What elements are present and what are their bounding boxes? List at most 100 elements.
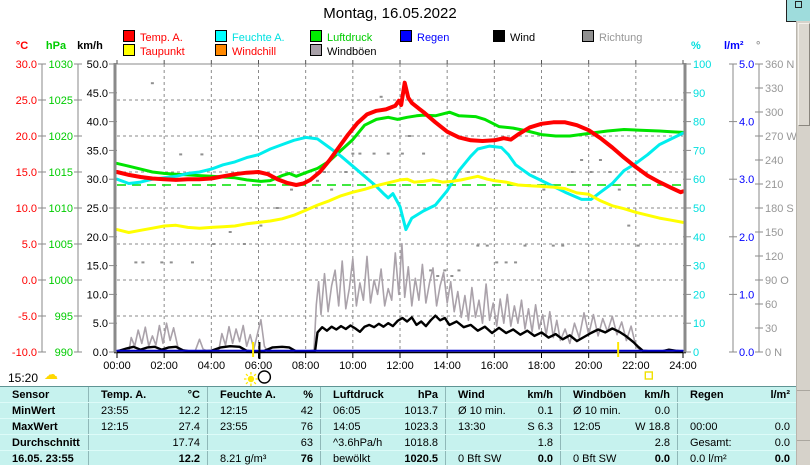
scrollbar-thumb[interactable] bbox=[798, 23, 810, 126]
cell-value: 0.0 bbox=[774, 420, 790, 433]
legend-label: Windböen bbox=[327, 46, 377, 58]
status-time: 15:20 bbox=[8, 371, 39, 385]
legend-label: Richtung bbox=[599, 32, 643, 44]
cell-label: ^3.6hPa/h bbox=[333, 436, 383, 449]
sun-icon bbox=[243, 372, 258, 386]
table-cell: Temp. A. °C bbox=[88, 387, 207, 402]
legend-label: Wind bbox=[510, 32, 536, 44]
legend-item-luftdruck: Luftdruck bbox=[310, 30, 372, 44]
x-axis-tick-label: 08:00 bbox=[292, 360, 320, 372]
x-axis-tick-label: 14:00 bbox=[433, 360, 461, 372]
cell-label: 16.05. 23:55 bbox=[12, 452, 74, 465]
table-cell: 00:00 0.0 bbox=[677, 419, 797, 434]
cell-label: 12:15 bbox=[101, 420, 129, 433]
x-axis-tick-label: 10:00 bbox=[339, 360, 367, 372]
corner-glyph-icon bbox=[795, 1, 802, 8]
axis-unit-headers: °C hPa km/h% l/m² ° bbox=[16, 40, 761, 52]
axis-tick-label: 1025 bbox=[49, 95, 73, 107]
cell-label: 0.0 l/m² bbox=[690, 452, 727, 465]
cell-value: W 18.8 bbox=[635, 420, 670, 433]
cell-value: 42 bbox=[300, 404, 313, 417]
axis-tick-label: 0.0 bbox=[93, 347, 108, 359]
cell-label: bewölkt bbox=[333, 452, 371, 465]
cell-value: 17.74 bbox=[172, 436, 200, 449]
axis-tick-label: 40 bbox=[693, 232, 705, 244]
x-axis-tick-label: 16:00 bbox=[481, 360, 509, 372]
cell-label: Sensor bbox=[12, 388, 50, 401]
axis-tick-label: 330 bbox=[765, 83, 783, 95]
table-cell: bewölkt 1020.5 bbox=[320, 451, 445, 465]
cell-value: 1013.7 bbox=[404, 404, 438, 417]
table-cell: 63 bbox=[207, 435, 320, 450]
cloud-icon: ☁ bbox=[44, 366, 58, 382]
vertical-scrollbar[interactable] bbox=[796, 21, 810, 465]
x-axis-tick-label: 20:00 bbox=[575, 360, 603, 372]
table-cell: Ø 10 min. 0.1 bbox=[445, 403, 560, 418]
series-temp_a bbox=[115, 80, 685, 195]
axis-unit-label: ° bbox=[756, 40, 760, 52]
x-axis-tick-label: 00:00 bbox=[103, 360, 131, 372]
cell-label: 23:55 bbox=[220, 420, 248, 433]
cell-value: 0.0 bbox=[774, 436, 790, 449]
table-cell: 8.21 g/m³ 76 bbox=[207, 451, 320, 465]
axis-tick-label: 1000 bbox=[49, 275, 73, 287]
axis-tick-label: 60 bbox=[765, 299, 777, 311]
legend-item-richtung: Richtung bbox=[582, 30, 643, 44]
page-title: Montag, 16.05.2022 bbox=[323, 5, 457, 22]
table-cell: 17.74 bbox=[88, 435, 207, 450]
axis-tick-label: 0 N bbox=[765, 347, 782, 359]
axis-tick-label: 120 bbox=[765, 251, 783, 263]
cell-value: km/h bbox=[644, 388, 670, 401]
axis-tick-label: 1020 bbox=[49, 131, 73, 143]
axis-tick-label: 25.0 bbox=[16, 95, 37, 107]
table-cell: Luftdruck hPa bbox=[320, 387, 445, 402]
scrollbar-separator bbox=[797, 390, 810, 391]
axis-tick-label: -5.0 bbox=[18, 311, 37, 323]
axis-tick-label: 5.0 bbox=[22, 239, 37, 251]
table-cell: 0 Bft SW 0.0 bbox=[560, 451, 677, 465]
cell-label: Ø 10 min. bbox=[458, 404, 506, 417]
moon-icon bbox=[257, 370, 272, 384]
cell-label: 8.21 g/m³ bbox=[220, 452, 267, 465]
axis-tick-label: 50 bbox=[693, 203, 705, 215]
table-cell: ^3.6hPa/h 1018.8 bbox=[320, 435, 445, 450]
axis-tick-label: 150 bbox=[765, 227, 783, 239]
cell-value: % bbox=[303, 388, 313, 401]
axis-tick-label: 5.0 bbox=[739, 59, 754, 71]
cell-value: 1020.5 bbox=[404, 452, 438, 465]
table-cell: 16.05. 23:55 bbox=[0, 451, 88, 465]
weather-chart: 30.025.020.015.010.05.00.0-5.0-10.010301… bbox=[12, 40, 796, 386]
axis-tick-label: 0 bbox=[693, 347, 699, 359]
cell-value: 76 bbox=[300, 452, 313, 465]
axis-tick-label: 15.0 bbox=[16, 167, 37, 179]
cell-label: Windböen bbox=[573, 388, 627, 401]
axis-tick-label: 5.0 bbox=[93, 318, 108, 330]
axis-tick-label: 240 bbox=[765, 155, 783, 167]
legend-item-windchill: Windchill bbox=[215, 44, 276, 58]
stats-table: Sensor Temp. A. °C Feuchte A.% Luftdruck hPa W… bbox=[0, 386, 797, 465]
table-row: MaxWert 12:15 27.4 23:55 76 14:05 1023.3 13:30 S… bbox=[0, 418, 797, 434]
y-axes: 30.025.020.015.010.05.00.0-5.0-10.010301… bbox=[12, 59, 796, 359]
table-cell: Ø 10 min. 0.0 bbox=[560, 403, 677, 418]
legend-item-windb-en: Windböen bbox=[310, 44, 377, 58]
series-luftdruck bbox=[115, 110, 685, 183]
legend-item-wind: Wind bbox=[493, 30, 536, 44]
cell-label: Durchschnitt bbox=[12, 436, 80, 449]
cell-label: 06:05 bbox=[333, 404, 361, 417]
table-cell: 12:15 27.4 bbox=[88, 419, 207, 434]
table-cell: 1.8 bbox=[445, 435, 560, 450]
axis-tick-label: 1005 bbox=[49, 239, 73, 251]
axis-tick-label: 180 S bbox=[765, 203, 794, 215]
legend-label: Feuchte A. bbox=[232, 32, 285, 44]
axis-tick-label: 100 bbox=[693, 59, 711, 71]
table-cell: MaxWert bbox=[0, 419, 88, 434]
x-axis-tick-label: 02:00 bbox=[150, 360, 178, 372]
x-axis-tick-label: 22:00 bbox=[622, 360, 650, 372]
x-axis-tick-label: 24:00 bbox=[669, 360, 697, 372]
window-corner-button[interactable] bbox=[786, 0, 810, 22]
axis-tick-label: 35.0 bbox=[87, 145, 108, 157]
cell-value: 27.4 bbox=[178, 420, 200, 433]
chart-frame bbox=[113, 60, 687, 358]
table-cell: Regen l/m² bbox=[677, 387, 797, 402]
